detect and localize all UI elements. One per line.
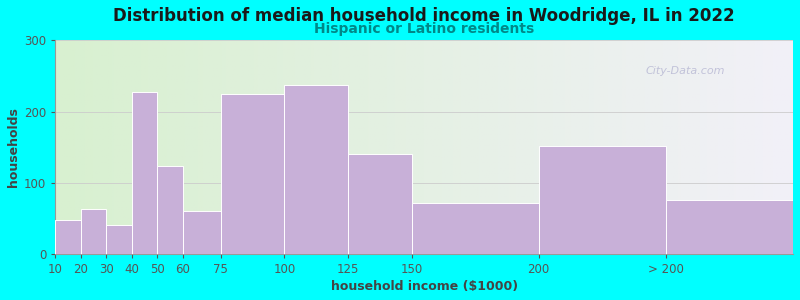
- Text: City-Data.com: City-Data.com: [646, 66, 725, 76]
- Bar: [538, 146, 666, 254]
- Bar: [182, 211, 221, 254]
- Bar: [81, 209, 106, 254]
- Bar: [55, 220, 81, 254]
- Title: Distribution of median household income in Woodridge, IL in 2022: Distribution of median household income …: [114, 7, 735, 25]
- Bar: [157, 166, 182, 254]
- Bar: [666, 200, 793, 254]
- Text: Hispanic or Latino residents: Hispanic or Latino residents: [314, 22, 534, 36]
- Y-axis label: households: households: [7, 107, 20, 187]
- Bar: [221, 94, 284, 254]
- Bar: [411, 202, 538, 254]
- Bar: [106, 225, 132, 254]
- Bar: [348, 154, 411, 254]
- X-axis label: household income ($1000): household income ($1000): [330, 280, 518, 293]
- Bar: [132, 92, 157, 254]
- Bar: [284, 85, 348, 254]
